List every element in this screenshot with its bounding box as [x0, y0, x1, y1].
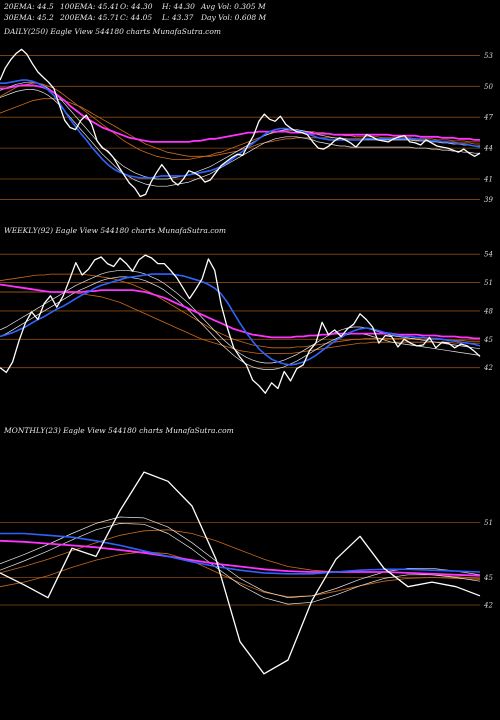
weekly-ema-blue-line [0, 273, 481, 366]
weekly-ytick-label: 51 [484, 279, 493, 287]
daily-ytick-label: 47 [483, 114, 493, 122]
monthly-chart-title: MONTHLY(23) Eagle View 544180 charts Mun… [4, 426, 234, 435]
monthly-ytick-label: 45 [483, 574, 493, 582]
open-stat: O: 44.30 [120, 2, 153, 11]
ema200-stat: 200EMA: 45.71 [60, 13, 120, 22]
weekly-band-white-1-line [0, 269, 481, 364]
daily-ytick-label: 50 [484, 83, 493, 91]
daily-ema-magenta-line [0, 84, 480, 143]
daily-band-white-2-line [0, 89, 480, 187]
monthly-ytick-label: 51 [484, 519, 493, 527]
weekly-band-orange-1-line [0, 273, 480, 349]
weekly-chart-title: WEEKLY(92) Eagle View 544180 charts Muna… [4, 226, 227, 235]
ema20-stat: 20EMA: 44.5 [4, 2, 54, 11]
monthly-band-white-2-line [0, 523, 481, 605]
ema30-stat: 30EMA: 45.2 [4, 13, 54, 22]
high-stat: H: 44.30 [162, 2, 195, 11]
weekly-band-orange-2-line [0, 291, 480, 354]
daily-ytick-label: 41 [483, 175, 493, 183]
weekly-price-line [0, 254, 481, 394]
monthly-band-white-1-line [0, 516, 481, 599]
weekly-ytick-label: 48 [483, 307, 493, 315]
weekly-ytick-label: 45 [483, 336, 493, 344]
daily-price-line [0, 48, 481, 198]
daily-ytick-label: 39 [484, 196, 493, 204]
avg-vol-stat: Avg Vol: 0.305 M [201, 2, 266, 11]
weekly-ytick-label: 54 [484, 251, 493, 259]
daily-chart-title: DAILY(250) Eagle View 544180 charts Muna… [4, 27, 221, 36]
daily-ytick-label: 44 [483, 145, 493, 153]
daily-ema-blue-line [0, 79, 481, 179]
monthly-price-line [0, 471, 481, 675]
daily-band-orange-1-line [0, 82, 480, 160]
daily-band-white-1-line [0, 81, 480, 180]
low-stat: L: 43.37 [162, 13, 194, 22]
weekly-ytick-label: 42 [483, 364, 493, 372]
monthly-band-orange-2-line [0, 551, 481, 598]
monthly-ema-magenta-line [0, 539, 481, 577]
weekly-ema-magenta-line [0, 283, 480, 340]
daily-ytick-label: 53 [484, 52, 493, 60]
monthly-ytick-label: 42 [483, 602, 493, 610]
monthly-ema-blue-line [0, 532, 481, 575]
close-stat: C: 44.05 [120, 13, 153, 22]
day-vol-stat: Day Vol: 0.608 M [201, 13, 267, 22]
ema100-stat: 100EMA: 45.41 [60, 2, 120, 11]
